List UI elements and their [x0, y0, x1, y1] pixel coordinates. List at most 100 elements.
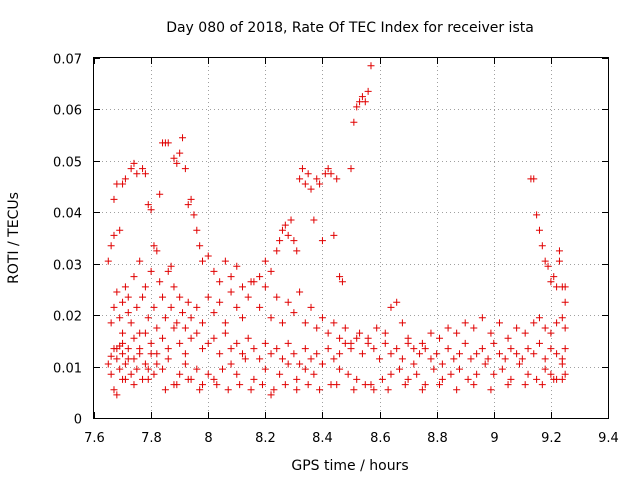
data-point: [350, 118, 358, 126]
data-point: [327, 170, 335, 178]
data-point: [301, 345, 309, 353]
data-point: [456, 365, 464, 373]
data-point: [307, 303, 315, 311]
data-point: [418, 386, 426, 394]
data-point: [204, 252, 212, 260]
data-point: [147, 206, 155, 214]
data-point: [453, 329, 461, 337]
data-point: [293, 375, 301, 383]
data-point: [518, 355, 526, 363]
data-point: [159, 293, 167, 301]
data-point: [281, 221, 289, 229]
data-point: [199, 319, 207, 327]
data-point: [384, 386, 392, 394]
data-point: [558, 375, 566, 383]
y-tick-label: 0: [74, 413, 82, 428]
data-point: [324, 329, 332, 337]
data-point: [204, 293, 212, 301]
data-point: [113, 288, 121, 296]
data-point: [490, 370, 498, 378]
data-point: [179, 309, 187, 317]
data-point: [490, 339, 498, 347]
data-point: [267, 350, 275, 358]
data-point: [241, 355, 249, 363]
data-point: [261, 365, 269, 373]
data-point: [284, 231, 292, 239]
x-tick-label: 9: [490, 431, 498, 446]
data-point: [119, 350, 127, 358]
x-tick-label: 7.6: [84, 431, 105, 446]
data-point: [193, 226, 201, 234]
data-point: [353, 103, 361, 111]
data-point: [456, 350, 464, 358]
data-point: [216, 350, 224, 358]
data-point: [284, 360, 292, 368]
data-point: [181, 350, 189, 358]
data-point: [110, 303, 118, 311]
data-point: [124, 309, 132, 317]
x-tick-label: 8.2: [255, 431, 276, 446]
data-point: [227, 360, 235, 368]
data-point: [133, 170, 141, 178]
data-point: [561, 370, 569, 378]
data-point: [110, 195, 118, 203]
data-point: [370, 345, 378, 353]
data-point: [418, 339, 426, 347]
x-tick-label: 8.4: [312, 431, 333, 446]
data-point: [550, 375, 558, 383]
data-point: [184, 298, 192, 306]
data-point: [561, 345, 569, 353]
data-point: [256, 355, 264, 363]
data-point: [467, 355, 475, 363]
data-point: [256, 273, 264, 281]
data-point: [121, 360, 129, 368]
data-point: [193, 329, 201, 337]
data-point: [356, 329, 364, 337]
data-point: [224, 386, 232, 394]
data-point: [296, 288, 304, 296]
data-point: [284, 339, 292, 347]
data-point: [324, 345, 332, 353]
data-point: [533, 375, 541, 383]
data-point: [210, 334, 218, 342]
data-point: [164, 355, 172, 363]
data-point: [119, 298, 127, 306]
data-point: [561, 324, 569, 332]
data-point: [353, 375, 361, 383]
data-point: [350, 386, 358, 394]
data-point: [330, 319, 338, 327]
data-point: [247, 386, 255, 394]
data-point: [136, 345, 144, 353]
data-point: [341, 339, 349, 347]
data-point: [144, 314, 152, 322]
data-point: [330, 355, 338, 363]
data-point: [244, 293, 252, 301]
plot-frame: [93, 57, 609, 419]
data-point: [179, 134, 187, 142]
x-tick-label: 8.8: [427, 431, 448, 446]
data-point: [113, 355, 121, 363]
data-point: [404, 339, 412, 347]
data-point: [181, 324, 189, 332]
data-point: [150, 303, 158, 311]
data-point: [410, 345, 418, 353]
data-point: [147, 267, 155, 275]
data-point: [153, 247, 161, 255]
data-point: [313, 175, 321, 183]
data-point: [416, 350, 424, 358]
data-point: [261, 257, 269, 265]
grid-lines: [94, 58, 608, 418]
data-point: [116, 314, 124, 322]
data-point: [364, 339, 372, 347]
data-point: [558, 355, 566, 363]
data-point: [473, 350, 481, 358]
data-point: [364, 87, 372, 95]
data-point: [238, 350, 246, 358]
data-point: [193, 303, 201, 311]
data-point: [318, 360, 326, 368]
data-point: [153, 350, 161, 358]
data-point: [153, 360, 161, 368]
data-point: [338, 278, 346, 286]
data-point: [507, 375, 515, 383]
data-point: [513, 324, 521, 332]
